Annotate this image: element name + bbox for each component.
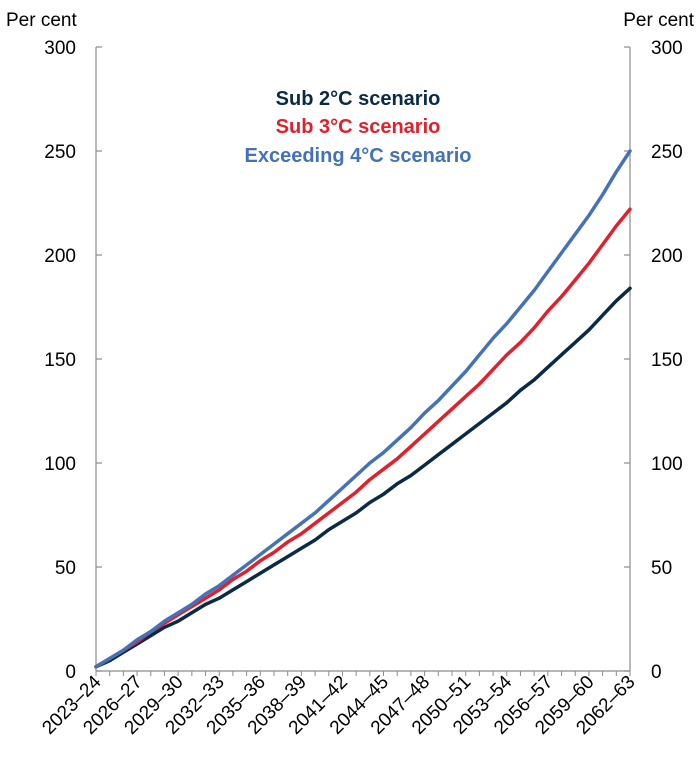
- series-line-1: [94, 286, 632, 669]
- right-y-tick-label: 300: [651, 38, 683, 59]
- series-line-3: [94, 149, 632, 669]
- legend-entry-3: Exceeding 4°C scenario: [245, 145, 472, 167]
- left-y-tick-label: 50: [55, 558, 76, 579]
- series-lines: [94, 149, 632, 669]
- left-y-tick-label: 100: [44, 454, 76, 475]
- right-y-tick-label: 150: [651, 350, 683, 371]
- left-y-tick-label: 150: [44, 350, 76, 371]
- left-y-tick-label: 300: [44, 38, 76, 59]
- right-y-tick-label: 50: [651, 558, 672, 579]
- right-y-tick-label: 200: [651, 246, 683, 267]
- series-line-2: [94, 207, 632, 669]
- right-y-tick-label: 0: [651, 662, 662, 683]
- right-unit-label: Per cent: [623, 10, 694, 31]
- legend-entry-2: Sub 3°C scenario: [276, 116, 441, 138]
- legend-entry-1: Sub 2°C scenario: [276, 88, 441, 110]
- right-y-tick-label: 100: [651, 454, 683, 475]
- right-y-tick-label: 250: [651, 142, 683, 163]
- legend: Sub 2°C scenario Sub 3°C scenario Exceedin…: [245, 88, 472, 167]
- left-unit-label: Per cent: [6, 10, 77, 31]
- left-y-tick-label: 250: [44, 142, 76, 163]
- left-y-tick-label: 0: [65, 662, 76, 683]
- left-y-tick-label: 200: [44, 246, 76, 267]
